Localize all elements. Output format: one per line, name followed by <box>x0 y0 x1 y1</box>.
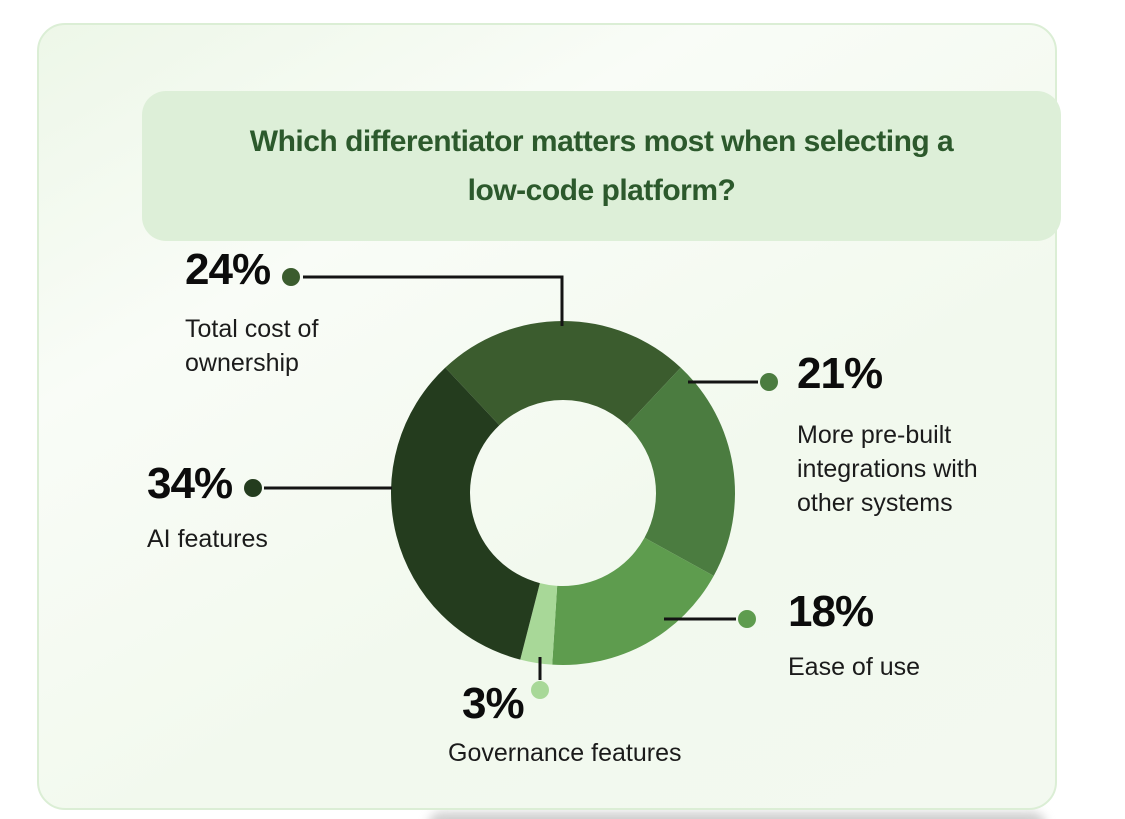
percent-value-integrations: 21% <box>797 349 883 398</box>
callout-label-ai-features: 34% AI features <box>147 462 268 556</box>
survey-card: Which differentiator matters most when s… <box>37 23 1061 810</box>
segment-label-ai-features: AI features <box>147 525 268 553</box>
percent-value-ai-features: 34% <box>147 459 233 508</box>
percent-value-ease-of-use: 18% <box>788 587 874 636</box>
segment-label-total-cost: Total cost of ownership <box>185 315 319 377</box>
segment-label-governance: Governance features <box>448 739 682 767</box>
callout-label-total-cost-of-ownership: 24% Total cost of ownership <box>185 248 375 380</box>
question-title-line-2: low-code platform? <box>467 174 736 207</box>
donut-segment-2 <box>552 537 714 665</box>
percent-value-total-cost: 24% <box>185 245 271 294</box>
question-title-line-1: Which differentiator matters most when s… <box>249 125 954 158</box>
callout-dot-0 <box>282 268 300 286</box>
donut-segment-0 <box>445 321 681 426</box>
donut-segment-4 <box>391 367 540 660</box>
callout-label-integrations: 21% More pre-built integrations with oth… <box>797 352 1027 520</box>
callout-dot-1 <box>760 373 778 391</box>
segment-label-integrations: More pre-built integrations with other s… <box>797 421 978 517</box>
callout-dot-4 <box>244 479 262 497</box>
question-title-box: Which differentiator matters most when s… <box>142 91 1061 241</box>
donut-segment-3 <box>520 583 558 665</box>
callout-dot-3 <box>531 681 549 699</box>
callout-dot-2 <box>738 610 756 628</box>
next-card-shadow <box>428 812 1046 819</box>
percent-value-governance: 3% <box>462 679 525 728</box>
callout-line-0 <box>303 275 564 326</box>
segment-label-ease-of-use: Ease of use <box>788 653 921 681</box>
callout-label-ease-of-use: 18% Ease of use <box>788 590 920 684</box>
donut-segment-1 <box>626 367 735 576</box>
callout-label-governance: 3% Governance features <box>448 679 681 770</box>
